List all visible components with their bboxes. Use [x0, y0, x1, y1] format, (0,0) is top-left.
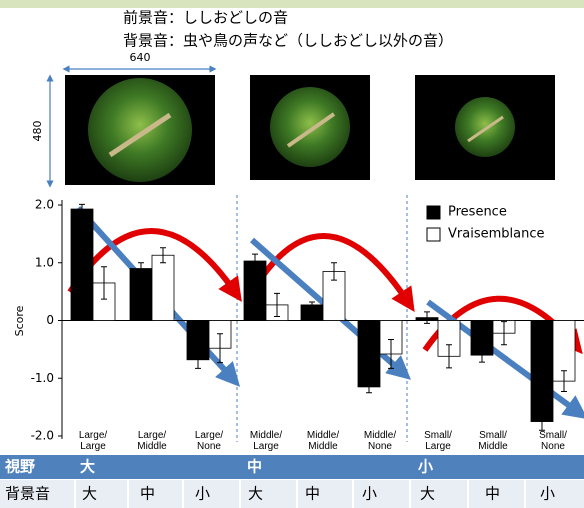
bar: [243, 260, 267, 321]
bar: [129, 268, 153, 321]
table-header-row: [0, 455, 584, 479]
table-cell: 小: [195, 485, 210, 503]
error-bar: [160, 247, 166, 264]
height-label: 480: [31, 121, 44, 142]
photos: [65, 75, 555, 185]
x-tick-label: Small/ None: [539, 430, 567, 452]
table-cell: 背景音: [5, 485, 50, 503]
x-tick-label: Large/ None: [194, 430, 224, 452]
error-bar: [274, 292, 280, 317]
error-bar: [424, 311, 430, 324]
x-tick-label: Large/ Middle: [137, 430, 167, 452]
x-tick-label: Middle/ None: [363, 430, 397, 452]
legend-swatch: [426, 205, 441, 220]
error-bar: [446, 344, 452, 369]
legend-label: Presence: [448, 205, 507, 220]
table-cell: 中: [305, 485, 320, 503]
table-cell: 大: [80, 458, 95, 476]
bar: [357, 320, 381, 388]
error-bar: [501, 321, 507, 346]
y-tick-label: -2.0: [31, 429, 54, 443]
x-tick-label: Large/ Large: [78, 430, 108, 452]
table-cell: 大: [420, 485, 435, 503]
legend-swatch: [426, 227, 441, 242]
error-bar: [561, 370, 567, 393]
x-tick-label: Middle/ Large: [249, 430, 283, 452]
bar: [70, 208, 94, 321]
header-line: 背景音：虫や鳥の声など（ししおどし以外の音）: [123, 32, 453, 50]
x-tick-label: Middle/ Middle: [306, 430, 340, 452]
top-band: [0, 0, 584, 8]
error-bar: [138, 262, 144, 275]
error-bar: [101, 266, 107, 300]
y-tick-label: 0: [46, 313, 54, 327]
table-cell: 中: [247, 458, 262, 476]
x-tick-label: Small/ Middle: [478, 430, 508, 452]
error-bar: [388, 339, 394, 369]
y-tick-label: 1.0: [35, 255, 54, 269]
table-cell: 小: [540, 485, 555, 503]
table-cell: 大: [82, 485, 97, 503]
bar: [151, 254, 175, 321]
width-label: 640: [130, 51, 151, 64]
y-tick-label: -1.0: [31, 371, 54, 385]
table-cell: 大: [248, 485, 263, 503]
table-cell: 中: [140, 485, 155, 503]
error-bar: [79, 203, 85, 215]
error-bar: [366, 380, 372, 394]
error-bar: [539, 412, 545, 431]
y-axis-label: Score: [13, 305, 26, 336]
bar: [530, 320, 554, 422]
error-bar: [331, 262, 337, 281]
error-bar: [195, 350, 201, 369]
error-bar: [479, 347, 485, 363]
error-bar: [309, 301, 315, 309]
x-tick-label: Small/ Large: [424, 430, 452, 452]
table-cell: 視野: [4, 458, 35, 476]
table-cell: 小: [362, 485, 377, 503]
legend-label: Vraisemblance: [448, 227, 544, 242]
table-cell: 小: [418, 458, 433, 476]
header-line: 前景音：ししおどしの音: [123, 9, 288, 27]
table-cell: 中: [485, 485, 500, 503]
table-row: [0, 480, 584, 508]
error-bar: [252, 253, 258, 269]
y-tick-label: 2.0: [35, 198, 54, 212]
error-bar: [217, 333, 223, 364]
